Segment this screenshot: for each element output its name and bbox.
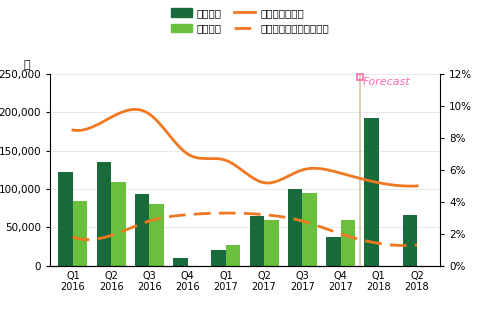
Legend: 新規供給, 新規需要, 空室率（全体）, 空室率（竣工１年以上）: 新規供給, 新規需要, 空室率（全体）, 空室率（竣工１年以上）	[168, 5, 332, 37]
Bar	[226, 245, 240, 266]
Bar	[402, 215, 417, 266]
Bar	[340, 220, 355, 266]
Bar	[212, 250, 226, 266]
Bar	[111, 182, 126, 266]
Text: Forecast: Forecast	[363, 77, 410, 87]
Bar	[173, 258, 188, 266]
Bar	[73, 201, 88, 266]
Y-axis label: 坪: 坪	[24, 60, 30, 70]
Bar	[135, 194, 150, 266]
Bar	[364, 118, 379, 266]
Bar	[250, 216, 264, 266]
Bar	[264, 220, 278, 266]
Bar	[150, 205, 164, 266]
Bar	[326, 237, 340, 266]
Bar	[58, 172, 73, 266]
Bar	[288, 189, 302, 266]
Bar	[96, 162, 111, 266]
Bar	[302, 193, 317, 266]
